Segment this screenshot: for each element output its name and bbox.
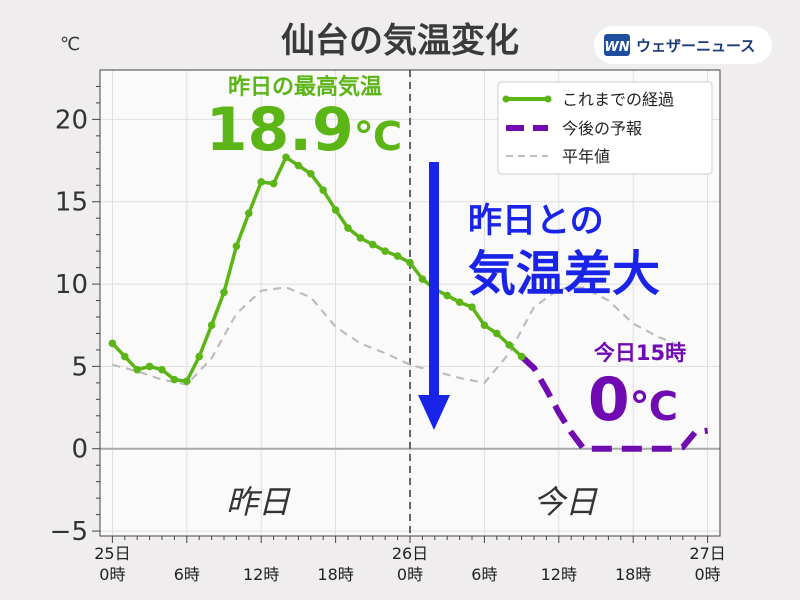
- series-observed-point: [195, 352, 203, 361]
- series-observed-point: [257, 178, 266, 186]
- legend-label-forecast: 今後の予報: [562, 119, 642, 138]
- logo: WN ウェザーニュース: [594, 26, 772, 64]
- series-observed-point: [480, 321, 489, 330]
- logo-mark: WN: [604, 40, 629, 55]
- legend-label-normal: 平年値: [562, 147, 610, 166]
- diff-label-line1: 昨日との: [468, 201, 604, 241]
- series-layer: [108, 153, 709, 452]
- series-observed-point: [319, 186, 328, 195]
- series-observed-point: [145, 362, 154, 371]
- yesterday-label: 昨日: [226, 483, 291, 521]
- series-observed-point: [418, 275, 427, 283]
- series-observed-point: [369, 240, 377, 249]
- series-observed-point: [121, 352, 129, 361]
- series-observed-point: [183, 377, 191, 386]
- x-tick-label-date: 27日: [689, 544, 725, 563]
- x-tick-label-hour: 0時: [695, 565, 721, 584]
- x-tick-label-date: 26日: [392, 544, 428, 563]
- series-observed-point: [245, 209, 253, 218]
- x-tick-label-hour: 18時: [615, 565, 651, 584]
- y-tick-label: 5: [71, 352, 88, 382]
- temperature-drop-arrow-icon: [418, 162, 450, 430]
- series-observed-point: [133, 365, 141, 374]
- legend-item-observed: これまでの経過: [502, 90, 674, 109]
- y-tick-label: −5: [50, 517, 88, 547]
- legend: これまでの経過 今後の予報 平年値: [497, 81, 713, 175]
- series-observed-point: [158, 365, 166, 374]
- forecast-time-label: 今日15時: [594, 341, 686, 365]
- series-observed-point: [493, 329, 501, 338]
- series-observed-point: [220, 288, 228, 297]
- max-temp-label: 昨日の最高気温: [228, 74, 382, 100]
- y-unit-label: ℃: [60, 34, 80, 55]
- series-observed-point: [207, 321, 216, 330]
- x-tick-label-hour: 18時: [317, 565, 353, 584]
- legend-label-observed: これまでの経過: [562, 90, 674, 109]
- series-observed-point: [505, 341, 513, 349]
- x-tick-label-hour: 12時: [243, 565, 279, 584]
- y-tick-label: 10: [55, 270, 88, 300]
- legend-item-forecast: 今後の予報: [506, 119, 642, 138]
- series-observed-point: [108, 339, 117, 348]
- y-axis: −5 0 5 10 15 20: [50, 85, 100, 547]
- x-tick-label-hour: 6時: [174, 565, 200, 584]
- chart-title: 仙台の気温変化: [281, 21, 519, 61]
- series-observed-point: [344, 224, 352, 232]
- series-observed-point: [443, 291, 452, 300]
- y-tick-label: 15: [55, 188, 88, 218]
- logo-text: ウェザーニュース: [636, 37, 755, 55]
- forecast-value-group: 0℃: [588, 365, 678, 435]
- series-observed-point: [232, 242, 241, 250]
- series-observed-line: [111, 155, 523, 383]
- x-tick-label-hour: 0時: [397, 565, 423, 584]
- series-observed-point: [517, 352, 526, 361]
- max-temp-unit: ℃: [354, 114, 402, 160]
- forecast-value: 0: [588, 365, 630, 435]
- legend-box: [497, 81, 713, 175]
- series-observed-point: [356, 234, 365, 242]
- y-tick-label: 0: [71, 435, 88, 465]
- series-observed-point: [331, 206, 340, 214]
- series-observed-point: [170, 375, 179, 384]
- y-tick-label: 20: [55, 105, 88, 135]
- x-tick-label-date: 25日: [94, 544, 130, 563]
- forecast-unit: ℃: [630, 384, 678, 430]
- legend-item-normal: 平年値: [506, 147, 610, 166]
- x-axis: 25日 0時 6時 12時 18時 26日 0時 6時 12時 18時 27日 0時: [94, 536, 726, 584]
- series-observed-point: [381, 247, 390, 255]
- x-tick-label-hour: 6時: [471, 565, 497, 584]
- today-label: 今日: [533, 483, 598, 521]
- plot-frame: [99, 69, 721, 537]
- x-tick-label-hour: 12時: [541, 565, 577, 584]
- series-observed-point: [269, 179, 278, 188]
- series-observed-point: [468, 303, 476, 311]
- max-temp-value-group: 18.9℃: [206, 95, 402, 165]
- series-observed-point: [294, 161, 303, 170]
- x-tick-label-hour: 0時: [99, 565, 125, 584]
- series-observed-point: [282, 153, 290, 162]
- diff-label-line2: 気温差大: [468, 246, 660, 302]
- max-temp-value: 18.9: [206, 95, 354, 165]
- logo-pill: [594, 26, 772, 64]
- series-observed-point: [393, 252, 402, 260]
- series-observed-point: [455, 298, 464, 306]
- series-observed-point: [406, 258, 414, 267]
- logo-mark-box: [604, 34, 630, 56]
- series-observed-point: [307, 169, 315, 178]
